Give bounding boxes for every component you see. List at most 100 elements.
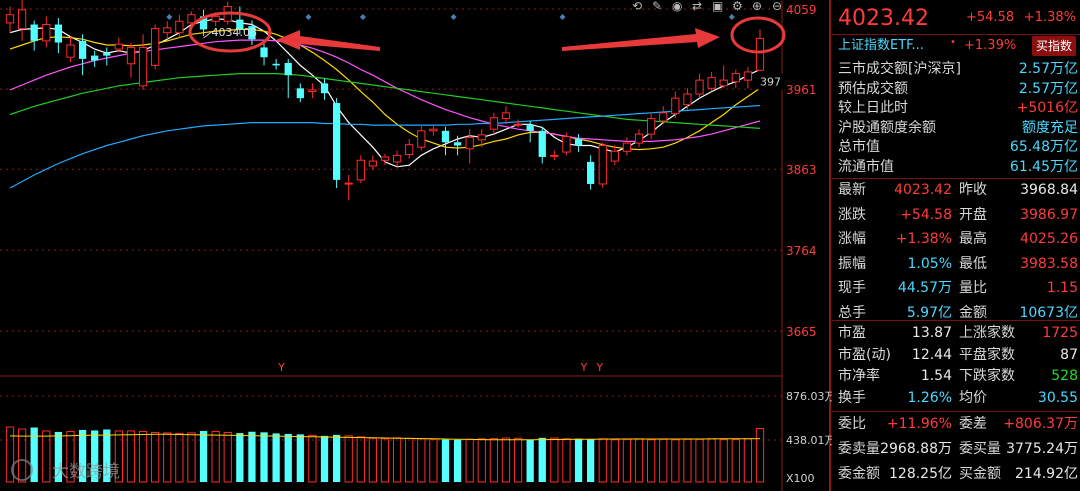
pin-icon[interactable]: ⟲	[632, 0, 642, 13]
kline-chart[interactable]: 4059 3961 3863 3764 3665 876.03万 438.01万 X100 39…	[0, 0, 832, 491]
quote-row-label: 总手	[838, 304, 866, 321]
volume-bar-up	[598, 438, 607, 483]
highlight-ellipse	[730, 16, 786, 54]
candle-down	[526, 125, 534, 131]
compare-icon[interactable]: ⇄	[692, 0, 702, 13]
candlestick-series	[5, 0, 765, 201]
stat-row-label: 平盘家数	[959, 346, 1015, 363]
high-marker-label: 4034.08	[212, 26, 258, 39]
candle-up	[114, 43, 123, 50]
volume-bar-up	[392, 437, 402, 483]
candle-up	[731, 73, 740, 83]
eye-icon[interactable]: ◉	[672, 0, 682, 13]
info-label: 流通市值	[838, 158, 894, 175]
volume-bar-up	[477, 438, 486, 483]
price-tick-label: 3665	[786, 325, 817, 339]
order-row-value: +806.37万	[1003, 416, 1078, 432]
volume-bar-down	[284, 433, 292, 482]
price-tick-label: 3961	[786, 83, 817, 97]
info-row: 三市成交额[沪深京] 2.57万亿	[832, 59, 1080, 79]
quote-row-value: 5.97亿	[906, 304, 952, 321]
candle-up	[211, 15, 220, 22]
quote-panel: 4023.42 +54.58 +1.38% 上证指数ETF... • +1.39…	[832, 0, 1080, 491]
candle-down	[332, 103, 341, 180]
chart-toolbar: ⟲ ✎ ◉ ⇄ ▣ ⚙ ⊕ ⊖	[632, 0, 782, 13]
quote-row-label: 涨跌	[838, 206, 866, 223]
stat-row-value: 1.26%	[907, 389, 952, 406]
volume-bar-down	[54, 431, 63, 482]
candle-up	[344, 182, 353, 185]
stat-row: 换手 1.26% 均价 30.55	[832, 388, 1080, 408]
candle-up	[405, 144, 414, 156]
ma-line-ma120	[9, 104, 761, 189]
quote-row-value: 3983.58	[1020, 255, 1078, 272]
buy-index-button[interactable]: 买指数	[1031, 36, 1076, 56]
volume-bar-up	[66, 430, 75, 483]
volume-tick-label: 438.01万	[786, 434, 832, 447]
order-row-label: 委卖量	[838, 441, 880, 457]
volume-bar-up	[417, 438, 426, 483]
candle-up	[465, 136, 474, 150]
candle-down	[441, 130, 450, 143]
volume-bar-down	[574, 438, 583, 482]
quote-row: 现手 44.57万 量比 1.15	[832, 278, 1080, 298]
info-value: 65.48万亿	[1009, 139, 1078, 155]
candle-up	[634, 133, 644, 144]
etf-name[interactable]: 上证指数ETF...	[838, 38, 924, 53]
order-row-label: 委金额	[838, 466, 880, 482]
volume-bar-up	[634, 438, 644, 483]
candle-up	[659, 112, 668, 122]
volume-bar-down	[199, 430, 208, 482]
event-diamond-icon	[166, 14, 173, 20]
volume-bar-down	[103, 429, 111, 482]
stat-row-label: 市净率	[838, 368, 880, 384]
volume-bar-up	[356, 436, 365, 483]
quote-row-value: 4025.26	[1020, 231, 1078, 247]
pen-icon[interactable]: ✎	[652, 0, 662, 13]
candle-up	[356, 159, 365, 181]
etf-percent: +1.39%	[964, 38, 1017, 53]
etf-row[interactable]: 上证指数ETF... • +1.39% 买指数	[832, 36, 1080, 56]
candle-up	[743, 71, 753, 81]
stat-row: 市净率 1.54 下跌家数 528	[832, 366, 1080, 386]
watermark-text: 大数跨境	[52, 462, 120, 482]
info-value: 61.45万亿	[1009, 158, 1078, 175]
watermark: 大数跨境	[11, 459, 120, 482]
annotation-arrow	[276, 30, 380, 51]
zoom-in-icon[interactable]: ⊕	[752, 0, 762, 13]
order-row-label: 买金额	[959, 466, 1001, 482]
divider	[832, 320, 1080, 321]
candle-up	[755, 37, 765, 71]
save-icon[interactable]: ▣	[712, 0, 723, 13]
volume-bar-up	[550, 437, 559, 483]
volume-bar-up	[17, 428, 27, 483]
candle-down	[199, 16, 208, 30]
candle-up	[719, 79, 728, 87]
price-tick-label: 4059	[786, 3, 817, 17]
zoom-out-icon[interactable]: ⊖	[772, 0, 782, 13]
order-row-value: 2968.88万	[880, 441, 952, 457]
volume-bar-up	[429, 438, 438, 483]
quote-row-value: 3986.97	[1020, 206, 1078, 223]
candle-down	[296, 88, 304, 99]
price-axis: 4059 3961 3863 3764 3665 876.03万 438.01万 X100 39…	[757, 3, 832, 485]
info-row: 流通市值 61.45万亿	[832, 157, 1080, 177]
volume-average-line	[9, 433, 761, 441]
volume-bar-down	[91, 430, 99, 482]
candle-up	[138, 46, 148, 87]
candle-up	[707, 77, 716, 89]
quote-row-label: 振幅	[838, 255, 866, 272]
volume-bar-up	[659, 438, 668, 483]
candle-up	[550, 154, 559, 157]
candle-up	[562, 136, 571, 153]
quote-row-label: 最低	[959, 255, 987, 272]
event-marker: Y	[595, 361, 603, 374]
volume-bar-up	[126, 430, 136, 483]
stat-row-value: 13.87	[911, 325, 952, 341]
stat-row: 市盈 13.87 上涨家数 1725	[832, 323, 1080, 343]
volume-bar-up	[223, 431, 232, 483]
settings-icon[interactable]: ⚙	[732, 0, 743, 13]
info-label: 总市值	[838, 139, 880, 155]
divider	[832, 411, 1080, 412]
change-percent: +1.38%	[1023, 10, 1076, 25]
